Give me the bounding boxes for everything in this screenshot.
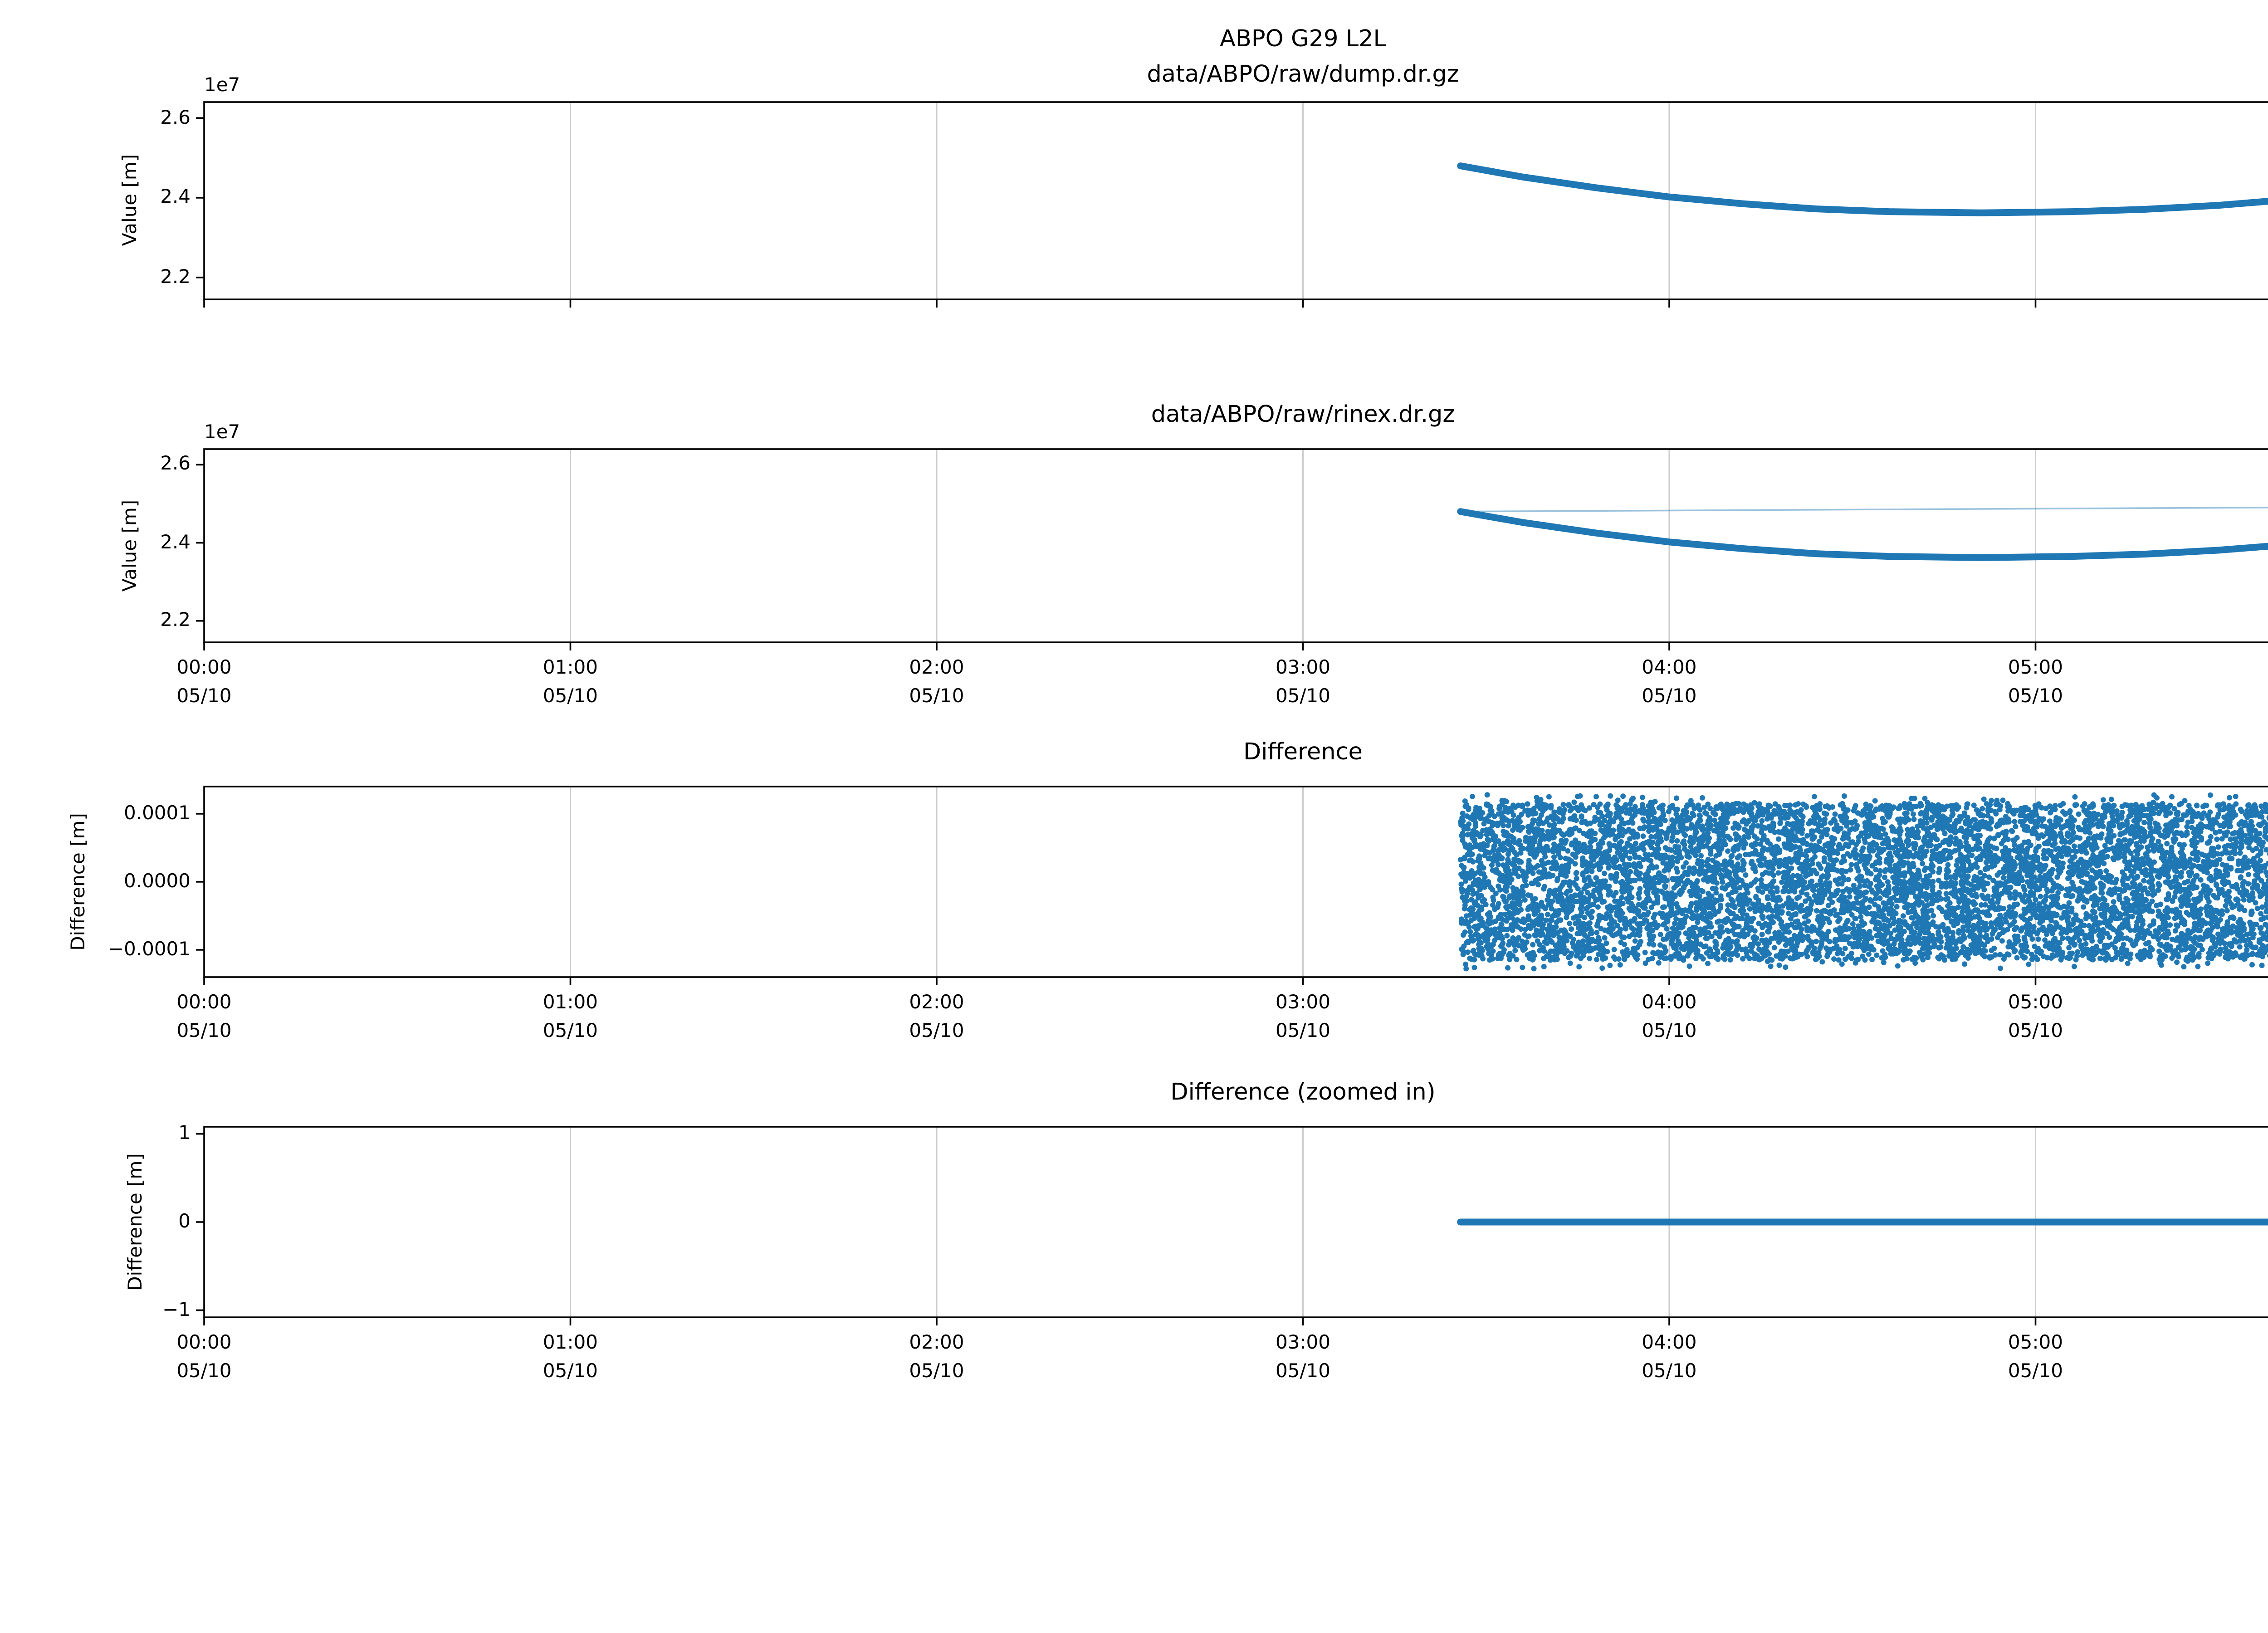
x-tick-label: 05:00 05/10 [1974, 989, 2097, 1046]
x-tick-label-line: 05/10 [2008, 686, 2063, 708]
rinex-wrap-thin-line [1459, 507, 2268, 513]
x-tick-label-line: 03:00 [1275, 1332, 1331, 1354]
x-tick-label-line: 05/10 [543, 686, 598, 708]
x-tick-label: 03:00 05/10 [1242, 655, 1364, 712]
x-tick-label: 01:00 05/10 [509, 1330, 631, 1387]
y-tick-label: 0.0000 [124, 871, 191, 893]
x-tick-label-line: 02:00 [909, 1332, 964, 1354]
y-tick-label: 2.6 [160, 454, 191, 476]
x-tick-label-line: 05/10 [543, 1021, 598, 1042]
x-tick-label-line: 03:00 [1275, 657, 1331, 679]
series-layer [1457, 162, 2268, 216]
x-tick-label-line: 05/10 [1642, 1361, 1697, 1383]
axes-frame [203, 448, 2268, 643]
axes-frame [203, 101, 2268, 300]
difference-noise-band [1457, 792, 2268, 972]
series-layer [1457, 507, 2268, 561]
y-tick-label: 2.4 [160, 532, 191, 554]
x-tick-label-line: 02:00 [909, 657, 964, 679]
x-tick-label-line: 05:00 [2008, 1332, 2063, 1354]
x-tick-label-line: 04:00 [1642, 992, 1697, 1014]
x-tick-label: 05:00 05/10 [1974, 1330, 2097, 1387]
rinex-range-curve [1457, 508, 2268, 561]
tick-marks [196, 464, 2037, 650]
subplot-difference-header: Difference [204, 735, 2268, 770]
x-tick-label-line: 04:00 [1642, 1332, 1697, 1354]
x-tick-label-line: 05/10 [1275, 1361, 1331, 1383]
x-tick-label: 03:00 05/10 [1242, 989, 1364, 1046]
x-tick-label-line: 05/10 [909, 1021, 964, 1042]
subplot-difference-title: Difference [1243, 739, 1363, 766]
x-tick-label-line: 05/10 [176, 1361, 232, 1383]
x-tick-label-line: 05/10 [2008, 1361, 2063, 1383]
x-tick-label: 00:00 05/10 [143, 655, 265, 712]
x-tick-label-line: 01:00 [543, 992, 598, 1014]
y-axis-offset-text-rinex: 1e7 [204, 422, 240, 444]
y-axis-offset-text-dump: 1e7 [204, 75, 240, 97]
x-tick-label: 01:00 05/10 [509, 655, 631, 712]
subplot-difference-zoomed-title: Difference (zoomed in) [1170, 1079, 1436, 1106]
x-tick-label-line: 01:00 [543, 1332, 598, 1354]
x-tick-label: 02:00 05/10 [875, 655, 998, 712]
x-tick-label-line: 05/10 [909, 1361, 964, 1383]
subplot-difference-zoomed-header: Difference (zoomed in) [204, 1075, 2268, 1110]
x-tick-label-line: 00:00 [176, 1332, 232, 1354]
x-tick-label: 00:00 05/10 [143, 1330, 265, 1387]
x-tick-label-line: 05/10 [176, 686, 232, 708]
x-tick-label-line: 05:00 [2008, 657, 2063, 679]
x-tick-label-line: 01:00 [543, 657, 598, 679]
x-tick-label-line: 05/10 [1642, 1021, 1697, 1042]
x-tick-label: 04:00 05/10 [1608, 989, 1730, 1046]
y-tick-label: −0.0001 [108, 939, 191, 961]
y-tick-label: 2.4 [160, 186, 191, 209]
x-tick-label-line: 00:00 [176, 992, 232, 1014]
x-tick-label: 04:00 05/10 [1608, 655, 1730, 712]
x-tick-label-line: 05/10 [2008, 1021, 2063, 1042]
y-tick-label: 0 [178, 1211, 191, 1233]
x-tick-label-line: 05/10 [1275, 686, 1331, 708]
x-tick-label: 04:00 05/10 [1608, 1330, 1730, 1387]
y-tick-label: 1 [178, 1123, 191, 1145]
x-tick-label: 03:00 05/10 [1242, 1330, 1364, 1387]
tick-marks [196, 1133, 2037, 1325]
x-tick-label-line: 03:00 [1275, 992, 1331, 1014]
subplot-rinex-header: data/ABPO/raw/rinex.dr.gz [204, 397, 2268, 433]
x-tick-label: 02:00 05/10 [875, 1330, 998, 1387]
figure-title: ABPO G29 L2L [1220, 26, 1386, 53]
subplot-dump-header: ABPO G29 L2L data/ABPO/raw/dump.dr.gz [204, 22, 2268, 93]
x-tick-label-line: 05/10 [543, 1361, 598, 1383]
dump-range-curve [1457, 162, 2268, 216]
y-tick-label: 0.0001 [124, 803, 191, 825]
gridlines [203, 102, 2037, 299]
x-tick-label-line: 02:00 [909, 992, 964, 1014]
tick-marks [196, 813, 2037, 985]
tick-marks [196, 117, 2037, 308]
x-tick-label-line: 05/10 [1642, 686, 1697, 708]
y-tick-label: −1 [162, 1299, 191, 1321]
x-tick-label-line: 05:00 [2008, 992, 2063, 1014]
x-tick-label-line: 04:00 [1642, 657, 1697, 679]
gridlines [203, 449, 2037, 642]
y-tick-label: 2.2 [160, 610, 191, 632]
x-tick-label: 00:00 05/10 [143, 989, 265, 1046]
subplot-rinex-title: data/ABPO/raw/rinex.dr.gz [1151, 401, 1455, 429]
x-tick-label-line: 05/10 [176, 1021, 232, 1042]
subplot-dump-title: data/ABPO/raw/dump.dr.gz [1147, 61, 1459, 88]
x-tick-label: 05:00 05/10 [1974, 655, 2097, 712]
x-tick-label-line: 05/10 [909, 686, 964, 708]
y-tick-label: 2.6 [160, 107, 191, 129]
x-tick-label: 01:00 05/10 [509, 989, 631, 1046]
y-tick-label: 2.2 [160, 266, 191, 288]
x-tick-label-line: 05/10 [1275, 1021, 1331, 1042]
x-tick-label-line: 00:00 [176, 657, 232, 679]
x-tick-label: 02:00 05/10 [875, 989, 998, 1046]
series-layer [1457, 792, 2268, 972]
